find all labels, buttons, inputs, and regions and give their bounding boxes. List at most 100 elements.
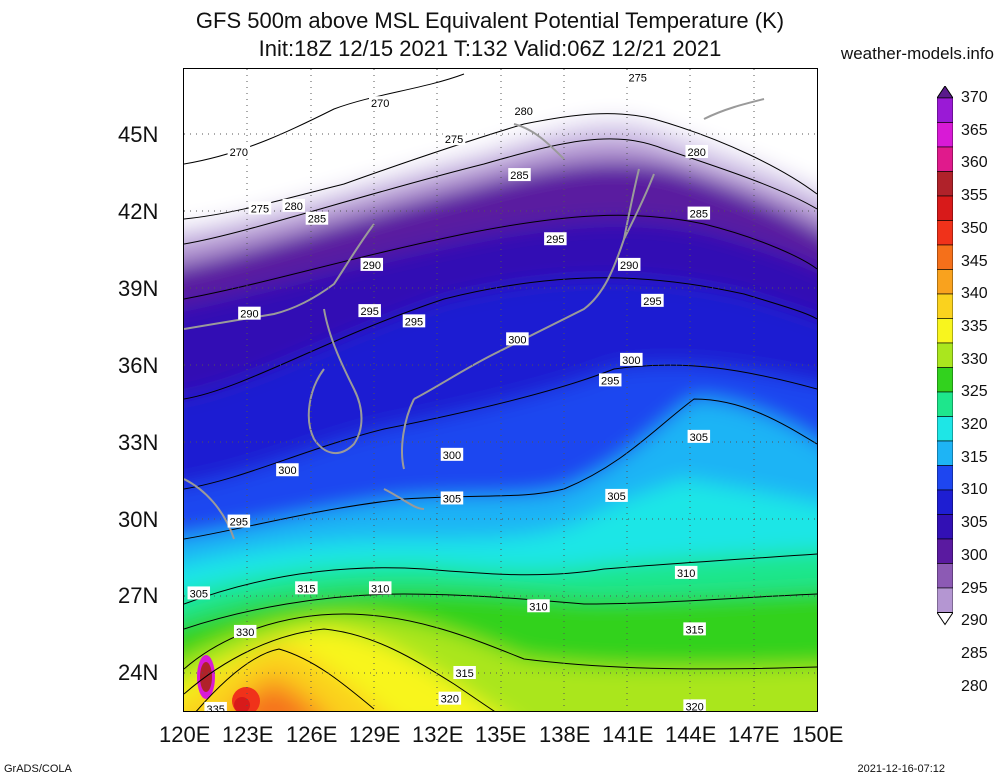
lat-label-39n: 39N (118, 276, 159, 301)
colorbar-cell (937, 269, 953, 295)
contour-label: 285 (305, 211, 329, 226)
contour-label-text: 310 (529, 601, 547, 613)
map-panel: 275 270 280 275 270 280 285 275 280 285 285 295 290 2… (183, 68, 818, 712)
colorbar-level: 360 (961, 154, 988, 172)
contour-label: 300 (620, 352, 643, 367)
colorbar-level: 325 (961, 383, 988, 401)
lon-label-120e: 120E (159, 722, 211, 747)
contour-label-text: 290 (363, 260, 381, 272)
lat-label-24n: 24N (118, 660, 159, 685)
map-subtitle: Init:18Z 12/15 2021 T:132 Valid:06Z 12/2… (258, 36, 722, 61)
colorbar-level: 350 (961, 219, 988, 237)
contour-lines (184, 73, 817, 711)
contour-label-text: 285 (308, 214, 326, 226)
colorbar-level: 300 (961, 546, 988, 564)
colorbar-cell (937, 391, 953, 417)
colorbar-level: 295 (961, 579, 988, 597)
contour-label-text: 295 (361, 306, 379, 318)
contour-label: 315 (453, 666, 476, 680)
colorbar-level: 355 (961, 187, 988, 205)
contour-label-text: 290 (620, 260, 638, 272)
colorbar-cell (937, 97, 953, 123)
colorbar-cell (937, 465, 953, 491)
lat-label-30n: 30N (118, 507, 159, 532)
contour-labels: 275 270 280 275 270 280 285 275 280 285 285 295 290 2… (187, 70, 711, 711)
colorbar-level: 365 (961, 121, 988, 139)
lon-label-144e: 144E (665, 722, 717, 747)
contour-label-text: 295 (546, 234, 564, 246)
site-name: weather-models.info (840, 44, 994, 63)
contour-label: 280 (282, 198, 305, 213)
coastlines (184, 98, 765, 540)
contour-label: 300 (276, 463, 299, 477)
lon-label-126e: 126E (286, 722, 338, 747)
colorbar (937, 86, 953, 626)
lon-label-123e: 123E (222, 722, 274, 747)
contour-label-text: 320 (441, 694, 459, 706)
contour-label-text: 335 (206, 704, 224, 711)
contour-label: 305 (687, 429, 711, 444)
contour-label-text: 315 (685, 624, 703, 636)
colorbar-level: 345 (961, 252, 988, 270)
colorbar-level: 310 (961, 481, 988, 499)
contour-label: 300 (440, 447, 464, 462)
contour-label-text: 280 (285, 201, 303, 213)
contour-label-text: 310 (371, 583, 389, 595)
colorbar-cell (937, 416, 953, 442)
contour-label-text: 280 (688, 147, 706, 159)
contour-label: 330 (233, 624, 257, 639)
contour-label: 295 (227, 514, 251, 529)
colorbar-cell (937, 195, 953, 221)
contour-label: 335 (204, 701, 227, 711)
contour-label: 295 (544, 232, 567, 246)
contour-label-text: 305 (607, 491, 625, 503)
colorbar-top-arrow (937, 86, 953, 99)
lon-label-129e: 129E (349, 722, 401, 747)
contour-label-text: 275 (628, 73, 646, 85)
footer-left: GrADS/COLA (4, 763, 72, 775)
colorbar-cell (937, 318, 953, 344)
contour-label: 320 (438, 691, 462, 706)
contour-label-text: 275 (251, 203, 269, 215)
footer-right: 2021-12-16-07:12 (857, 763, 945, 775)
colorbar-cell (937, 220, 953, 246)
colorbar-cell (937, 440, 953, 466)
contour-label: 290 (360, 257, 384, 272)
colorbar-cell (937, 367, 953, 393)
contour-label: 310 (368, 581, 392, 595)
contour-label-text: 270 (371, 98, 389, 110)
lat-label-27n: 27N (118, 583, 159, 608)
contour-label: 320 (683, 699, 706, 711)
colorbar-level: 340 (961, 285, 988, 303)
lat-label-33n: 33N (118, 430, 159, 455)
contour-label-text: 310 (677, 568, 695, 580)
contour-label-text: 300 (278, 465, 296, 477)
contour-label: 300 (506, 332, 529, 346)
contour-label-text: 300 (622, 355, 640, 367)
contour-label-text: 330 (236, 627, 254, 639)
lon-label-141e: 141E (602, 722, 654, 747)
contour-label: 315 (295, 581, 318, 595)
contour-label: 295 (358, 304, 381, 318)
colorbar-level: 335 (961, 317, 988, 335)
colorbar-level: 370 (961, 89, 988, 106)
colorbar-level: 290 (961, 612, 988, 630)
contour-label-text: 285 (510, 170, 528, 182)
colorbar-cell (937, 171, 953, 197)
contour-label: 275 (248, 201, 272, 215)
colorbar-level: 320 (961, 416, 988, 433)
lon-label-150e: 150E (792, 722, 844, 747)
contour-label: 270 (227, 144, 251, 159)
contour-label: 305 (187, 586, 211, 600)
contour-label: 295 (641, 293, 664, 308)
contour-label-text: 315 (297, 583, 315, 595)
contour-label-text: 300 (443, 450, 461, 462)
contour-label: 295 (402, 314, 426, 328)
map-title: GFS 500m above MSL Equivalent Potential … (195, 8, 785, 33)
lon-label-138e: 138E (539, 722, 591, 747)
contour-label-text: 305 (443, 493, 461, 505)
contour-label-text: 295 (405, 316, 423, 328)
colorbar-cell (937, 342, 953, 368)
contour-label: 310 (527, 599, 550, 613)
colorbar-level: 280 (961, 677, 988, 695)
